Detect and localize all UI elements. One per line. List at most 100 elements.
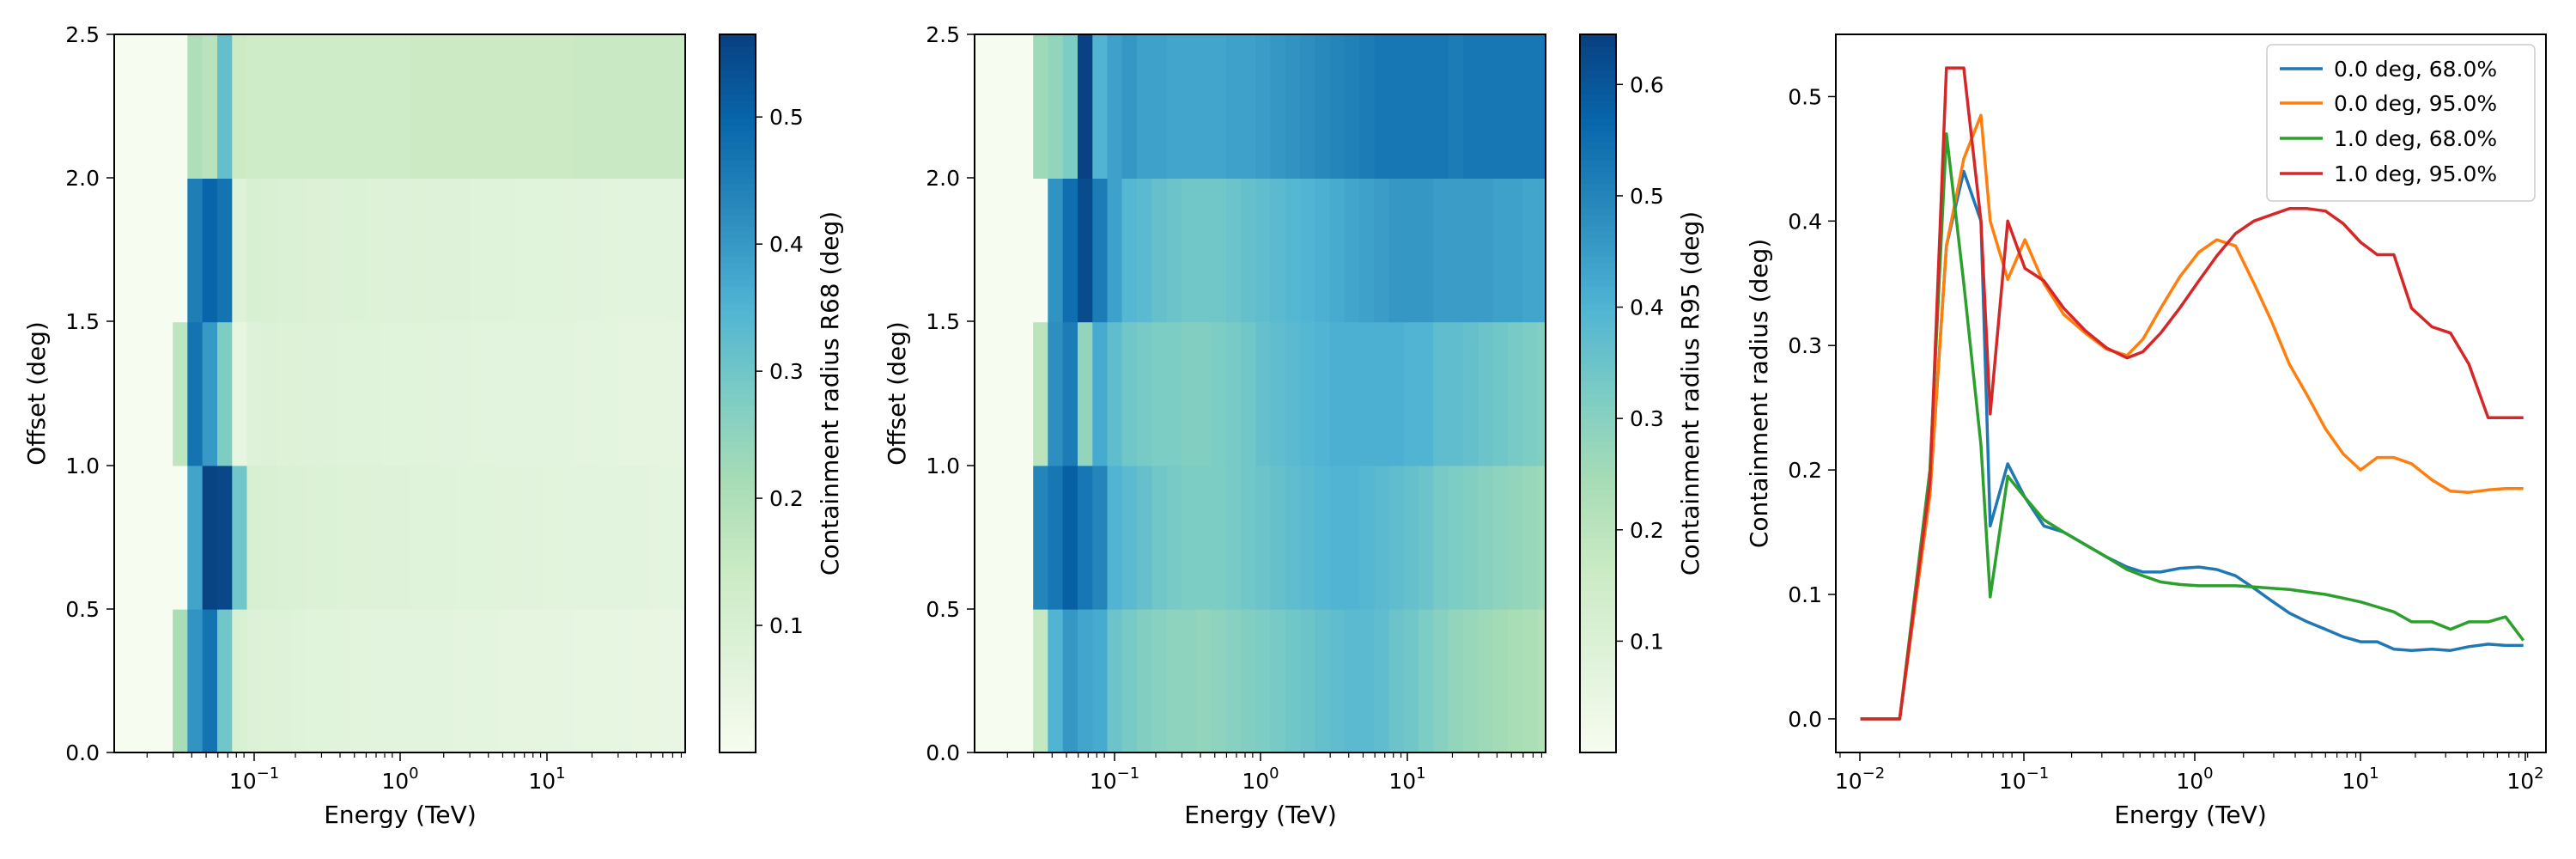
heatmap-cell <box>320 465 337 610</box>
heatmap-cell <box>587 608 604 753</box>
heatmap-cell <box>1107 465 1123 610</box>
heatmap-cell <box>291 34 307 179</box>
heatmap-cell <box>217 608 234 753</box>
colorbar-step <box>720 680 756 688</box>
heatmap-cell <box>1181 34 1197 179</box>
colorbar-step <box>720 321 756 329</box>
heatmap-cell <box>528 34 544 179</box>
heatmap-cell <box>1196 465 1212 610</box>
heatmap-cell <box>1492 465 1509 610</box>
heatmap-cell <box>320 178 337 323</box>
colorbar-step <box>720 148 756 155</box>
colorbar-step <box>1580 561 1616 568</box>
heatmap-cell <box>454 34 471 179</box>
heatmap-cell <box>999 321 1019 466</box>
colorbar-gradient <box>1580 34 1616 753</box>
heatmap-cell <box>1255 178 1271 323</box>
heatmap-cell <box>232 465 248 610</box>
colorbar-step <box>1580 734 1616 741</box>
colorbar-tick-label: 0.4 <box>769 232 804 257</box>
heatmap-cell <box>662 608 678 753</box>
heatmap-cell <box>1048 321 1064 466</box>
heatmap-cell <box>573 608 589 753</box>
heatmap-cell <box>662 178 678 323</box>
heatmap-cell <box>603 465 619 610</box>
colorbar-step <box>720 746 756 753</box>
heatmap-cell <box>1166 608 1182 753</box>
colorbar-step <box>1580 375 1616 382</box>
heatmap-cell <box>1315 321 1331 466</box>
heatmap-cell <box>1151 178 1168 323</box>
y-tick: 2.0 <box>65 166 114 191</box>
colorbar-step <box>1580 345 1616 353</box>
colorbar-step <box>1580 620 1616 628</box>
heatmap-cell <box>1359 321 1376 466</box>
x-tick: 10−1 <box>1999 752 2049 794</box>
heatmap-cell <box>306 34 322 179</box>
colorbar-step <box>1580 573 1616 580</box>
colorbar-step <box>720 716 756 723</box>
heatmap-cell <box>557 465 574 610</box>
heatmap-cell <box>139 34 159 179</box>
heatmap-cell <box>528 465 544 610</box>
heatmap-cell <box>1448 178 1464 323</box>
heatmap-cell <box>1211 608 1227 753</box>
heatmap-cell <box>1285 465 1301 610</box>
heatmap-cell <box>1522 608 1539 753</box>
heatmap-cell <box>454 608 471 753</box>
colorbar-step <box>1580 52 1616 59</box>
colorbar-label: Containment radius R95 (deg) <box>1676 211 1704 576</box>
heatmap-cell <box>1463 178 1479 323</box>
colorbar-step <box>720 303 756 311</box>
colorbar-step <box>1580 459 1616 466</box>
y-tick-label: 0.0 <box>926 740 960 765</box>
colorbar-step <box>1580 208 1616 215</box>
y-tick-label: 0.1 <box>1788 582 1822 607</box>
heatmap-cell <box>1329 321 1346 466</box>
colorbar-step <box>1580 357 1616 364</box>
heatmap-cell <box>469 465 485 610</box>
colorbar-step <box>720 704 756 712</box>
colorbar-step <box>720 465 756 472</box>
heatmap-cell <box>1537 178 1546 323</box>
heatmap-cell <box>217 465 234 610</box>
colorbar-step <box>720 225 756 233</box>
colorbar-r95: 0.1 0.2 0.3 0.4 0.5 0.6 Containment radius R9… <box>1579 34 1704 753</box>
colorbar-step <box>720 273 756 281</box>
heatmap-cell <box>1374 608 1390 753</box>
heatmap-cell <box>1507 34 1523 179</box>
colorbar-step <box>1580 190 1616 197</box>
heatmap-cell <box>469 608 485 753</box>
heatmap-cell <box>1121 465 1138 610</box>
heatmap-cell <box>662 321 678 466</box>
colorbar-step <box>1580 746 1616 753</box>
heatmap-cell <box>158 321 173 466</box>
heatmap-cell <box>261 321 277 466</box>
heatmap-cell <box>1433 34 1449 179</box>
heatmap-cell <box>217 321 234 466</box>
x-tick: 100 <box>2176 752 2214 794</box>
y-tick: 1.5 <box>65 309 114 334</box>
y-tick-label: 0.5 <box>1788 84 1822 109</box>
y-tick-label: 0.2 <box>1788 458 1822 483</box>
colorbar-step <box>1580 483 1616 490</box>
colorbar-step <box>720 178 756 185</box>
heatmap-cell <box>528 178 544 323</box>
heatmap-cell <box>1151 321 1168 466</box>
heatmap-cell <box>587 465 604 610</box>
heatmap-cell <box>1285 34 1301 179</box>
heatmap-cell <box>662 465 678 610</box>
colorbar-step <box>1580 579 1616 586</box>
colorbar-step <box>720 40 756 47</box>
colorbar-step <box>1580 220 1616 227</box>
heatmap-cell <box>202 34 218 179</box>
colorbar-step <box>720 614 756 622</box>
colorbar-step <box>1580 531 1616 538</box>
colorbar-step <box>1580 543 1616 550</box>
colorbar-step <box>1580 632 1616 640</box>
heatmap-cell <box>1225 34 1242 179</box>
heatmap-cell <box>1448 608 1464 753</box>
colorbar-step <box>720 543 756 550</box>
heatmap-cell <box>1403 465 1419 610</box>
heatmap-cell <box>677 608 686 753</box>
